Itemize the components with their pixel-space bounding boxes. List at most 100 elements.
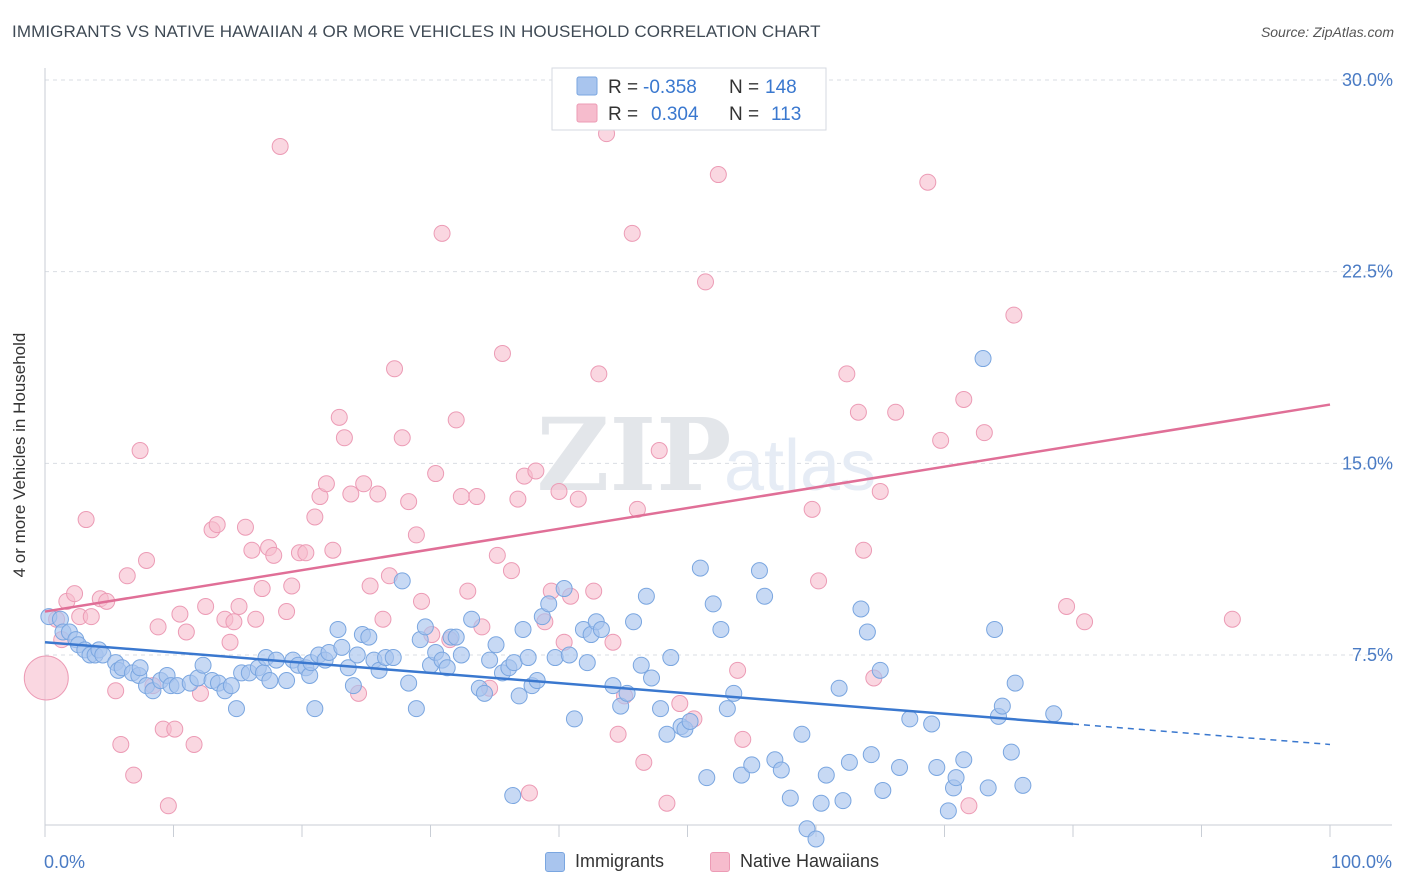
immigrants-point: [592, 620, 610, 638]
immigrants-point: [447, 628, 465, 646]
native-hawaiians-point: [243, 541, 261, 559]
native-hawaiians-point: [955, 390, 973, 408]
native-hawaiians-point: [1223, 610, 1241, 628]
native-hawaiians-point: [623, 224, 641, 242]
immigrants-point: [939, 802, 957, 820]
native-hawaiians-point: [1058, 597, 1076, 615]
immigrants-point: [793, 725, 811, 743]
y-axis-label: 4 or more Vehicles in Household: [10, 332, 29, 578]
native-hawaiians-point: [283, 577, 301, 595]
immigrants-point: [840, 753, 858, 771]
native-hawaiians-point: [658, 794, 676, 812]
native-hawaiians-point: [77, 511, 95, 529]
immigrants-point: [986, 620, 1004, 638]
native-hawaiians-point: [810, 572, 828, 590]
immigrants-point: [384, 649, 402, 667]
legend-r-value-1: -0.358: [643, 77, 697, 98]
immigrants-point: [555, 580, 573, 598]
native-hawaiians-point: [919, 173, 937, 191]
immigrants-point: [565, 710, 583, 728]
native-hawaiians-point: [413, 592, 431, 610]
legend-n-value-1: 148: [765, 77, 797, 98]
native-hawaiians-point: [247, 610, 265, 628]
native-hawaiians-point: [149, 618, 167, 636]
native-hawaiians-point: [509, 490, 527, 508]
native-hawaiians-point: [520, 784, 538, 802]
immigrants-point: [578, 654, 596, 672]
native-hawaiians-point: [550, 482, 568, 500]
native-hawaiians-point: [342, 485, 360, 503]
immigrants-point: [637, 587, 655, 605]
immigrants-point: [756, 587, 774, 605]
native-hawaiians-point: [407, 526, 425, 544]
native-hawaiians-trend-line: [44, 403, 1331, 613]
native-hawaiians-point: [650, 442, 668, 460]
native-hawaiians-point: [324, 541, 342, 559]
native-hawaiians-point: [118, 567, 136, 585]
native-hawaiians-point: [374, 610, 392, 628]
native-hawaiians-point: [709, 166, 727, 184]
immigrants-point: [718, 700, 736, 718]
immigrants-point: [400, 674, 418, 692]
legend-n-label-1: N =: [729, 77, 759, 98]
immigrants-point: [261, 672, 279, 690]
immigrants-point: [993, 697, 1011, 715]
native-hawaiians-point: [493, 344, 511, 362]
immigrants-point: [662, 649, 680, 667]
native-hawaiians-point: [197, 597, 215, 615]
series-legend: Immigrants Native Hawaiians: [0, 851, 1406, 879]
immigrants-points: [40, 350, 1063, 848]
native-hawaiians-point: [887, 403, 905, 421]
native-hawaiians-point: [488, 546, 506, 564]
immigrants-point: [540, 595, 558, 613]
y-tick-label-2: 22.5%: [1342, 262, 1393, 282]
immigrants-point: [360, 628, 378, 646]
immigrants-point: [505, 654, 523, 672]
immigrants-point: [278, 672, 296, 690]
legend-n-value-2: 113: [771, 104, 801, 125]
native-hawaiians-point: [271, 137, 289, 155]
native-hawaiians-point: [729, 661, 747, 679]
legend-swatch-immigrants-bottom: [545, 851, 565, 872]
immigrants-point: [1014, 776, 1032, 794]
immigrants-point: [1006, 674, 1024, 692]
immigrants-point: [901, 710, 919, 728]
immigrants-point: [743, 756, 761, 774]
immigrants-point: [475, 684, 493, 702]
native-hawaiians-point: [138, 551, 156, 569]
native-hawaiians-point: [604, 633, 622, 651]
native-hawaiians-point: [871, 482, 889, 500]
immigrants-point: [698, 769, 716, 787]
immigrants-point: [407, 700, 425, 718]
immigrants-point: [344, 677, 362, 695]
immigrants-point: [725, 684, 743, 702]
immigrants-point: [781, 789, 799, 807]
native-hawaiians-point: [386, 360, 404, 378]
immigrants-point: [560, 646, 578, 664]
watermark-zip: ZIP: [537, 396, 732, 514]
native-hawaiians-point: [171, 605, 189, 623]
immigrants-point: [652, 700, 670, 718]
native-hawaiians-point: [433, 224, 451, 242]
immigrants-point: [510, 687, 528, 705]
immigrants-point: [643, 669, 661, 687]
native-hawaiians-point: [125, 766, 143, 784]
immigrants-point: [750, 562, 768, 580]
native-hawaiians-point: [393, 429, 411, 447]
native-hawaiians-point: [569, 490, 587, 508]
immigrants-point: [681, 712, 699, 730]
native-hawaiians-point: [278, 603, 296, 621]
immigrants-point: [947, 769, 965, 787]
chart-source: Source: ZipAtlas.com: [1260, 24, 1394, 40]
chart-title: IMMIGRANTS VS NATIVE HAWAIIAN 4 OR MORE …: [12, 22, 821, 41]
immigrants-point: [874, 781, 892, 799]
correlation-legend: R = -0.358 N = 148 R = 0.304 N = 113: [551, 67, 827, 131]
legend-swatch-native-hawaiians: [576, 103, 598, 123]
immigrants-point: [871, 661, 889, 679]
native-hawaiians-point: [185, 735, 203, 753]
immigrants-point: [923, 715, 941, 733]
immigrants-point: [481, 651, 499, 669]
native-hawaiians-point: [225, 613, 243, 631]
watermark-atlas: atlas: [724, 426, 876, 506]
native-hawaiians-point: [960, 797, 978, 815]
